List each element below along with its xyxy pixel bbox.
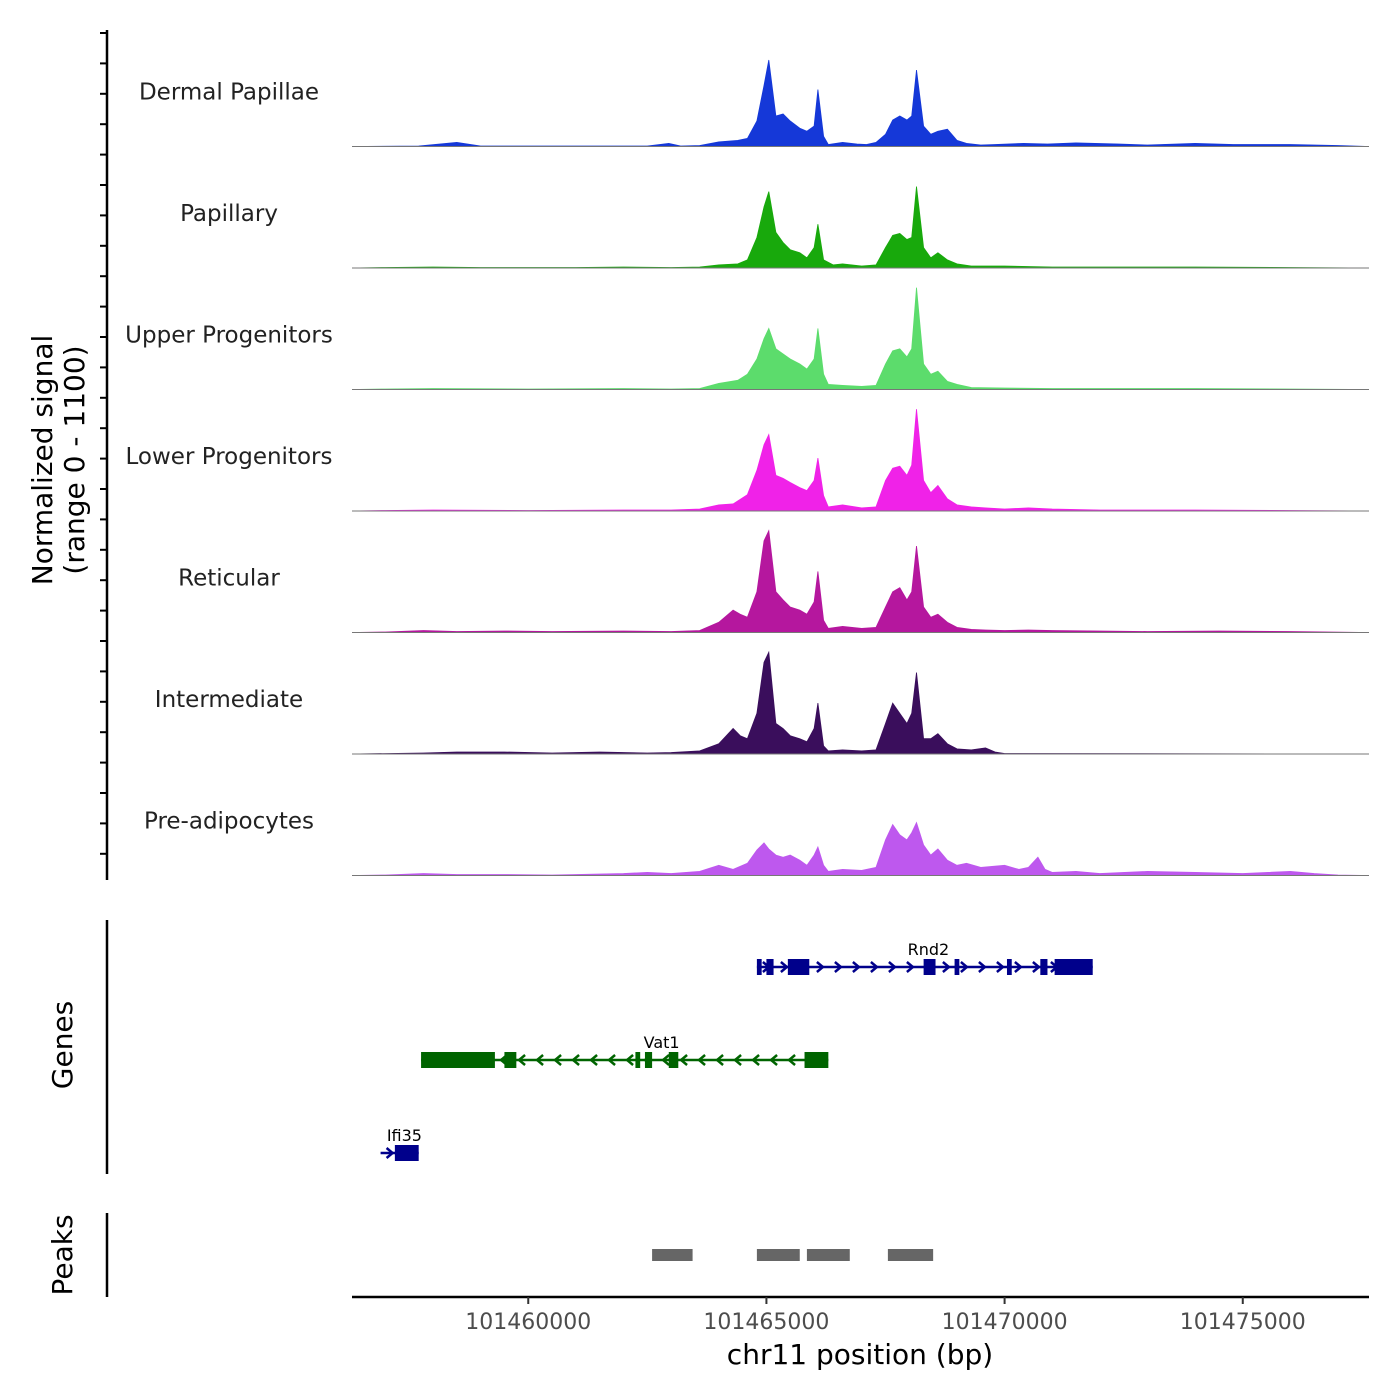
strand-arrow-Vat1-20 bbox=[787, 1054, 796, 1066]
signal-tracks bbox=[351, 59, 1370, 876]
strand-arrow-Vat1-19 bbox=[769, 1054, 778, 1066]
strand-arrow-Vat1-7 bbox=[553, 1054, 562, 1066]
exon-Rnd2-4 bbox=[954, 959, 960, 975]
strand-arrow-Rnd2-14 bbox=[1014, 961, 1023, 973]
strand-arrow-Rnd2-5 bbox=[852, 961, 861, 973]
exon-Rnd2-0 bbox=[756, 959, 762, 975]
strand-arrow-Vat1-8 bbox=[571, 1054, 580, 1066]
strand-arrow-Rnd2-8 bbox=[906, 961, 915, 973]
signal-track-label-0: Dermal Papillae bbox=[139, 80, 319, 106]
exon-Rnd2-3 bbox=[923, 959, 936, 975]
y-axis-title-line2: (range 0 - 1100) bbox=[58, 345, 91, 574]
peaks-track-title: Peaks bbox=[46, 1214, 79, 1295]
strand-arrow-Rnd2-1 bbox=[780, 961, 789, 973]
peak-1 bbox=[756, 1249, 800, 1261]
signal-area-3 bbox=[351, 409, 1370, 512]
exon-Vat1-4 bbox=[668, 1052, 679, 1068]
exon-Rnd2-2 bbox=[787, 959, 810, 975]
x-tick-label-3: 101475000 bbox=[1180, 1310, 1306, 1335]
strand-arrow-Vat1-15 bbox=[697, 1054, 706, 1066]
signal-track-labels: Dermal Papillae Papillary Upper Progenitor… bbox=[125, 80, 333, 835]
exon-Ifi35-0 bbox=[394, 1145, 419, 1161]
strand-arrow-Rnd2-4 bbox=[834, 961, 843, 973]
signal-track-label-2: Upper Progenitors bbox=[125, 323, 333, 349]
genes-track-title: Genes bbox=[46, 1001, 79, 1089]
signal-track-label-4: Reticular bbox=[178, 566, 280, 592]
strand-arrow-Vat1-14 bbox=[679, 1054, 688, 1066]
exon-Rnd2-7 bbox=[1054, 959, 1093, 975]
gene-label-Rnd2: Rnd2 bbox=[908, 940, 950, 959]
signal-track-label-3: Lower Progenitors bbox=[126, 444, 333, 470]
signal-y-axis-ticks bbox=[100, 32, 107, 855]
signal-area-2 bbox=[351, 287, 1370, 390]
strand-arrow-Vat1-10 bbox=[607, 1054, 616, 1066]
strand-arrow-Rnd2-13 bbox=[996, 961, 1005, 973]
signal-area-5 bbox=[351, 650, 1370, 755]
y-axis-title-line1: Normalized signal bbox=[26, 335, 59, 586]
signal-area-0 bbox=[351, 59, 1370, 147]
strand-arrow-Vat1-5 bbox=[517, 1054, 526, 1066]
exon-Vat1-2 bbox=[635, 1052, 641, 1068]
strand-arrow-Rnd2-12 bbox=[978, 961, 987, 973]
signal-track-label-5: Intermediate bbox=[155, 687, 303, 713]
signal-area-1 bbox=[351, 186, 1370, 269]
strand-arrow-Rnd2-15 bbox=[1032, 961, 1041, 973]
strand-arrow-Rnd2-6 bbox=[870, 961, 879, 973]
x-tick-label-0: 101460000 bbox=[465, 1310, 591, 1335]
strand-arrow-Rnd2-11 bbox=[960, 961, 969, 973]
exon-Vat1-5 bbox=[804, 1052, 829, 1068]
peak-0 bbox=[652, 1249, 693, 1261]
strand-arrow-Vat1-11 bbox=[625, 1054, 634, 1066]
strand-arrow-Rnd2-3 bbox=[816, 961, 825, 973]
gene-models: Rnd2 Vat1 Ifi35 bbox=[380, 940, 1093, 1161]
strand-arrow-Ifi35-0 bbox=[385, 1147, 395, 1159]
exon-Vat1-0 bbox=[421, 1052, 495, 1068]
strand-arrow-Vat1-13 bbox=[661, 1054, 670, 1066]
exon-Rnd2-6 bbox=[1040, 959, 1048, 975]
peak-regions bbox=[652, 1249, 934, 1261]
signal-track-label-6: Pre-adipocytes bbox=[144, 809, 314, 835]
strand-arrow-Rnd2-7 bbox=[888, 961, 897, 973]
strand-arrow-Vat1-17 bbox=[733, 1054, 742, 1066]
strand-arrow-Rnd2-10 bbox=[942, 961, 951, 973]
exon-Rnd2-1 bbox=[766, 959, 774, 975]
gene-label-Vat1: Vat1 bbox=[644, 1033, 680, 1052]
exon-Vat1-3 bbox=[644, 1052, 653, 1068]
strand-arrow-Vat1-6 bbox=[535, 1054, 544, 1066]
peak-3 bbox=[887, 1249, 934, 1261]
x-tick-label-2: 101470000 bbox=[942, 1310, 1068, 1335]
strand-arrow-Vat1-9 bbox=[589, 1054, 598, 1066]
x-axis-title: chr11 position (bp) bbox=[727, 1338, 993, 1371]
x-tick-label-1: 101465000 bbox=[703, 1310, 829, 1335]
exon-Vat1-1 bbox=[504, 1052, 517, 1068]
gene-label-Ifi35: Ifi35 bbox=[387, 1126, 422, 1145]
strand-arrow-Vat1-18 bbox=[751, 1054, 760, 1066]
signal-area-6 bbox=[351, 821, 1370, 876]
strand-arrow-Vat1-16 bbox=[715, 1054, 724, 1066]
signal-area-4 bbox=[351, 529, 1370, 633]
x-axis-ticks: 101460000 101465000 101470000 101475000 bbox=[465, 1297, 1306, 1335]
signal-track-label-1: Papillary bbox=[180, 201, 278, 227]
exon-Rnd2-5 bbox=[1006, 959, 1012, 975]
peak-2 bbox=[806, 1249, 850, 1261]
